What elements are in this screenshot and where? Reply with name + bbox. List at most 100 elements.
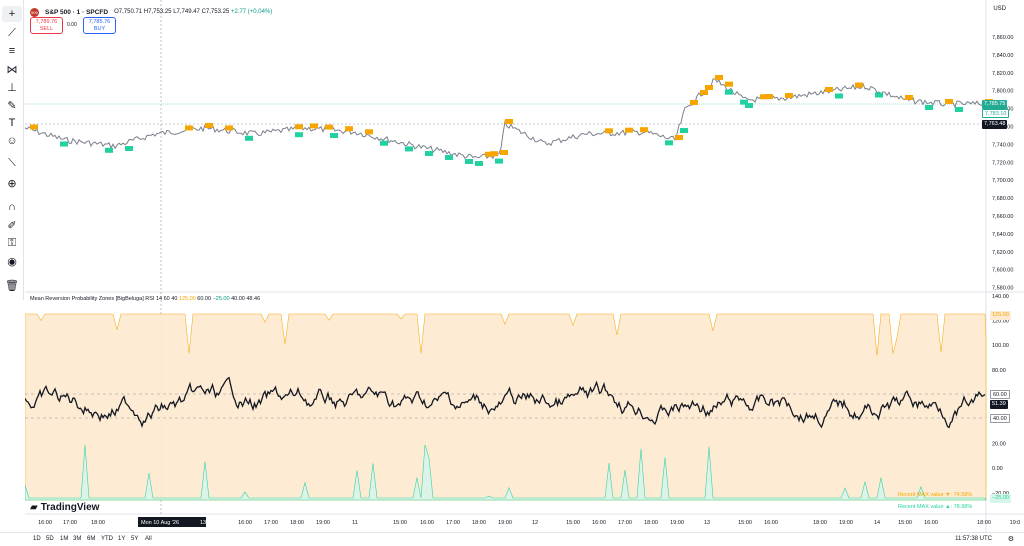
range-1y[interactable]: 1Y: [118, 536, 126, 542]
price-axis-label: 7,660.00: [992, 214, 1013, 220]
range-1d[interactable]: 1D: [33, 536, 41, 542]
price-axis-label: 7,840.00: [992, 53, 1013, 59]
bear-marker: [475, 161, 483, 166]
time-axis[interactable]: 16:00 17:00 18:00 Mon 10 Aug '26 13:41 16:00 1…: [38, 517, 1020, 527]
utc-clock[interactable]: 11:57:38 UTC: [955, 536, 992, 542]
range-all[interactable]: All: [145, 536, 152, 542]
range-5y[interactable]: 5Y: [131, 536, 139, 542]
settings-gear-icon[interactable]: ⚙: [1007, 536, 1014, 543]
range-5d[interactable]: 5D: [46, 536, 54, 542]
bear-marker: [665, 140, 673, 146]
range-6m[interactable]: 6M: [87, 536, 96, 542]
zoom-icon[interactable]: ⊕: [7, 177, 17, 190]
bull-marker: [185, 125, 193, 131]
indicator-axis-label: 140.00: [992, 294, 1009, 300]
time-axis-label: 16:00: [764, 520, 778, 526]
time-axis-label: 16:00: [924, 520, 938, 526]
time-axis-label: 15:00: [393, 520, 407, 526]
upper-max-annotation: Recent MAX value ▼: 74.58%: [898, 492, 972, 498]
symbol-logo: 500: [30, 7, 39, 17]
time-axis-label: 18:00: [813, 520, 827, 526]
bear-marker: [330, 133, 338, 138]
price-axis-label: 7,800.00: [992, 89, 1013, 95]
time-axis-label: 16:00: [38, 520, 52, 526]
time-axis-label: 19:00: [670, 520, 684, 526]
lock-drawing-icon[interactable]: ✐: [7, 219, 17, 232]
range-3m[interactable]: 3M: [73, 536, 82, 542]
price-axis[interactable]: 7,860.007,840.007,820.007,800.007,780.00…: [992, 35, 1013, 292]
emoji-icon[interactable]: ☺: [6, 135, 18, 147]
crosshair-price-tag: 7,763.48: [982, 120, 1008, 129]
bull-marker: [825, 87, 833, 92]
rsi-series: [25, 376, 986, 429]
bear-marker: [725, 89, 733, 95]
bear-marker: [680, 128, 688, 133]
text-icon[interactable]: T: [8, 117, 16, 129]
trash-icon[interactable]: 🗑: [5, 279, 19, 292]
price-axis-label: 7,620.00: [992, 250, 1013, 256]
time-axis-label: 18:00: [977, 520, 991, 526]
bull-marker: [325, 124, 333, 130]
bear-marker: [925, 105, 933, 110]
bear-marker: [60, 141, 68, 147]
trend-line-icon[interactable]: ⟋: [8, 26, 16, 39]
time-axis-label: 19:00: [839, 520, 853, 526]
time-axis-label: 16:00: [420, 520, 434, 526]
eye-icon[interactable]: ◉: [7, 255, 17, 268]
bull-marker: [605, 128, 613, 134]
price-axis-label: 7,600.00: [992, 268, 1013, 274]
spread-value: 0.00: [67, 22, 77, 28]
projection-icon[interactable]: ⊥: [7, 81, 17, 94]
bull-marker: [905, 95, 913, 100]
indicator-legend[interactable]: Mean Reversion Probability Zones [BigBel…: [30, 296, 261, 302]
bull-zone-markers: [30, 75, 993, 157]
upper-zone-tag: 125.00: [990, 311, 1011, 320]
bear-marker: [495, 158, 503, 164]
price-series: [25, 78, 986, 160]
currency-selector[interactable]: USD: [993, 6, 1006, 12]
symbol-legend[interactable]: 500 S&P 500 · 1 · SPCFD O7,750.71 H7,753…: [30, 6, 272, 18]
bull-marker: [855, 82, 863, 88]
ohlc-values: O7,750.71 H7,753.25 L7,749.47 C7,753.25 …: [114, 9, 273, 15]
ruler-icon[interactable]: ⟍: [8, 156, 16, 169]
time-axis-label: 18:00: [644, 520, 658, 526]
time-axis-label: 17:00: [446, 520, 460, 526]
crosshair-time-tag-bg: [138, 517, 206, 527]
current-price-tag-2: 7,783.10: [982, 109, 1010, 118]
symbol-title[interactable]: S&P 500 · 1 · SPCFD: [45, 8, 109, 16]
fib-icon[interactable]: ≡: [8, 45, 16, 57]
crosshair-icon[interactable]: +: [2, 6, 22, 22]
chart-canvas[interactable]: 7,860.007,840.007,820.007,800.007,780.00…: [25, 0, 1024, 532]
bull-marker: [225, 125, 233, 131]
sell-button[interactable]: 7,789.76 SELL: [30, 17, 63, 34]
time-axis-label: 18:00: [472, 520, 486, 526]
bull-marker: [690, 100, 698, 105]
time-axis-label: 18:00: [91, 520, 105, 526]
price-axis-label: 7,860.00: [992, 35, 1013, 41]
bull-marker: [705, 85, 713, 90]
brush-icon[interactable]: ✎: [7, 99, 17, 112]
time-axis-label: 12: [532, 520, 538, 526]
magnet-icon[interactable]: ∩: [8, 201, 16, 213]
buy-button[interactable]: 7,785.76 BUY: [83, 17, 116, 34]
bull-marker: [945, 99, 953, 104]
range-1m[interactable]: 1M: [60, 536, 69, 542]
bull-marker: [500, 150, 508, 155]
bull-marker: [625, 127, 633, 133]
time-axis-label: 14: [874, 520, 880, 526]
bear-marker: [380, 140, 388, 146]
upper-probability-zone: [25, 313, 987, 501]
bear-marker: [105, 147, 113, 153]
bull-marker: [765, 94, 773, 99]
range-ytd[interactable]: YTD: [101, 536, 113, 542]
bottom-toolbar: 1D 5D 1M 3M 6M YTD 1Y 5Y All 11:57:38 UT…: [0, 532, 1024, 546]
tradingview-logo[interactable]: ▰ TradingView: [30, 502, 100, 513]
price-axis-label: 7,740.00: [992, 142, 1013, 148]
lower-max-annotation: Recent MAX value ▲: 78.98%: [898, 504, 972, 510]
level-60-tag: 60.00: [990, 390, 1010, 399]
bull-marker: [310, 123, 318, 129]
lock-icon[interactable]: ⚿: [7, 236, 17, 249]
pattern-icon[interactable]: ⋈: [6, 63, 18, 76]
price-axis-label: 7,640.00: [992, 232, 1013, 238]
